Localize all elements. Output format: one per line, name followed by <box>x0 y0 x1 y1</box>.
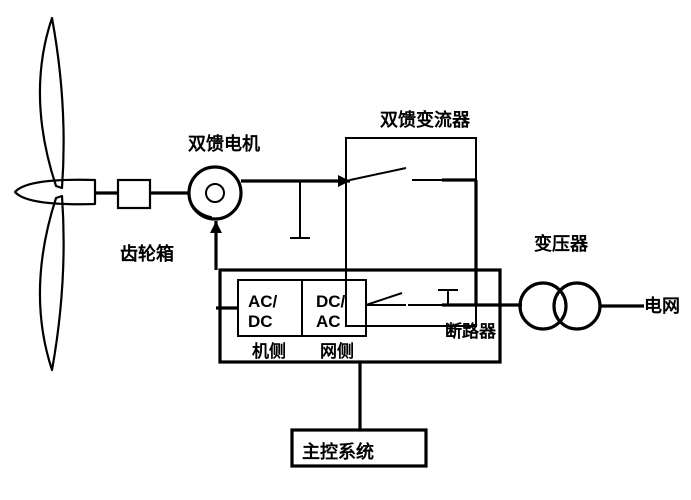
generator-label: 双馈电机 <box>188 134 260 155</box>
breaker-label: 断路器 <box>445 322 496 342</box>
grid-label: 电网 <box>644 296 680 317</box>
acdc-label: AC/ DC <box>248 292 277 331</box>
transformer-label: 变压器 <box>534 234 588 255</box>
converter-label: 双馈变流器 <box>380 110 470 131</box>
gearbox-label: 齿轮箱 <box>120 244 174 265</box>
grid_side-label: 网侧 <box>320 342 354 362</box>
dcac-label: DC/ AC <box>316 292 345 331</box>
master_control-label: 主控系统 <box>302 442 374 463</box>
machine_side-label: 机侧 <box>252 342 286 362</box>
